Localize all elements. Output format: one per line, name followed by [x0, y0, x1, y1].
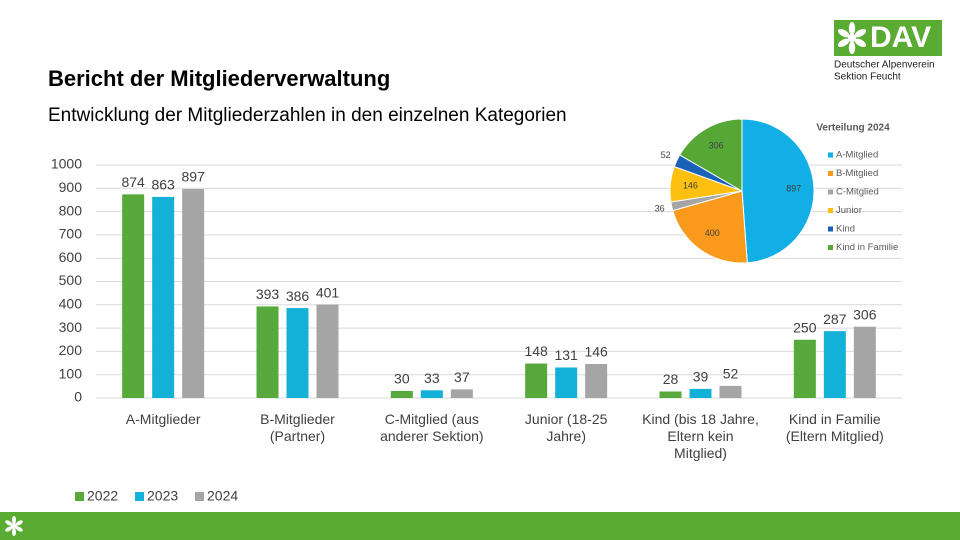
y-tick-label: 400	[59, 296, 83, 312]
legend-label: Junior	[836, 205, 862, 216]
bar	[525, 363, 548, 398]
y-tick-label: 600	[59, 249, 83, 265]
x-tick-label: B-Mitglieder (Partner)	[260, 411, 335, 444]
logo-line: Sektion Feucht	[834, 72, 901, 83]
logo-line: Deutscher Alpenverein	[834, 60, 935, 71]
value-label: 30	[394, 371, 410, 387]
y-tick-label: 800	[59, 202, 83, 218]
bar	[659, 391, 682, 398]
value-label: 386	[286, 288, 310, 304]
legend-marker	[828, 189, 833, 195]
bar	[152, 196, 175, 398]
bar	[256, 306, 279, 398]
value-label: 250	[793, 319, 817, 335]
value-label: 401	[316, 284, 340, 300]
legend-marker	[828, 226, 833, 232]
legend-marker	[135, 492, 144, 501]
legend-marker	[828, 245, 833, 250]
value-label: 897	[181, 169, 205, 185]
value-label: 28	[663, 371, 679, 387]
pie-title: Verteilung 2024	[816, 123, 890, 134]
value-label: 33	[424, 370, 440, 386]
value-label: 874	[121, 174, 145, 190]
bar	[390, 391, 413, 398]
legend-label: A-Mitglied	[836, 150, 878, 161]
legend-label: 2023	[147, 488, 178, 504]
y-tick-label: 100	[59, 365, 83, 381]
y-tick-label: 500	[59, 272, 83, 288]
x-tick-label: Kind (bis 18 Jahre, Eltern kein Mitglied…	[642, 411, 759, 461]
value-label: 287	[823, 311, 847, 327]
y-tick-label: 200	[59, 342, 83, 358]
value-label: 39	[693, 369, 709, 385]
value-label: 148	[524, 343, 548, 359]
y-tick-label: 900	[59, 179, 83, 195]
y-tick-label: 1000	[51, 156, 82, 172]
pie-value-label: 146	[683, 180, 698, 190]
bar	[689, 388, 712, 398]
x-tick-label: Junior (18-25 Jahre)	[524, 411, 608, 444]
value-label: 393	[256, 286, 280, 302]
value-label: 146	[584, 344, 608, 360]
bar	[719, 385, 742, 398]
legend-marker	[195, 492, 204, 501]
bar	[450, 389, 473, 398]
value-label: 306	[853, 306, 877, 322]
legend-marker	[828, 171, 833, 176]
legend-label: 2022	[87, 488, 118, 504]
pie-value-label: 400	[705, 228, 720, 238]
value-label: 52	[723, 366, 739, 382]
bar	[286, 308, 309, 398]
pie-slice	[678, 118, 743, 192]
pie-value-label: 897	[786, 183, 801, 193]
value-label: 37	[454, 369, 470, 385]
bar	[585, 363, 608, 398]
logo-edelweiss	[836, 22, 868, 54]
value-label: 863	[151, 177, 175, 193]
legend-label: B-Mitglied	[836, 168, 878, 179]
bar	[793, 339, 816, 398]
bar	[823, 331, 846, 398]
footer-bar	[0, 512, 960, 540]
legend-marker	[828, 208, 833, 213]
legend-marker	[75, 492, 84, 501]
pie-slice	[672, 190, 748, 264]
y-tick-label: 0	[74, 389, 82, 405]
bar	[182, 188, 205, 398]
pie-value-label: 52	[661, 150, 671, 160]
bar	[420, 390, 443, 398]
x-tick-label: Kind in Familie (Eltern Mitglied)	[785, 411, 884, 444]
legend-marker	[828, 152, 833, 158]
y-tick-label: 300	[59, 319, 83, 335]
subtitle: Entwicklung der Mitgliederzahlen in den …	[48, 105, 567, 126]
edelweiss-icon	[4, 516, 24, 536]
legend-label: 2024	[207, 488, 238, 504]
pie-value-label: 36	[655, 203, 665, 213]
bar	[555, 367, 578, 398]
bar	[853, 326, 876, 398]
title: Bericht der Mitgliederverwaltung	[48, 66, 391, 91]
y-tick-label: 700	[59, 226, 83, 242]
bar	[316, 304, 339, 398]
x-tick-label: C-Mitglied (aus anderer Sektion)	[380, 411, 484, 444]
legend-label: C-Mitglied	[836, 187, 879, 198]
legend-label: Kind	[836, 224, 855, 235]
x-tick-label: A-Mitglieder	[125, 411, 201, 427]
pie-value-label: 306	[709, 140, 724, 150]
value-label: 131	[554, 347, 578, 363]
bar	[122, 194, 145, 398]
logo-name: DAV	[870, 21, 931, 54]
pie-slice	[741, 118, 815, 264]
legend-label: Kind in Familie	[836, 242, 898, 253]
